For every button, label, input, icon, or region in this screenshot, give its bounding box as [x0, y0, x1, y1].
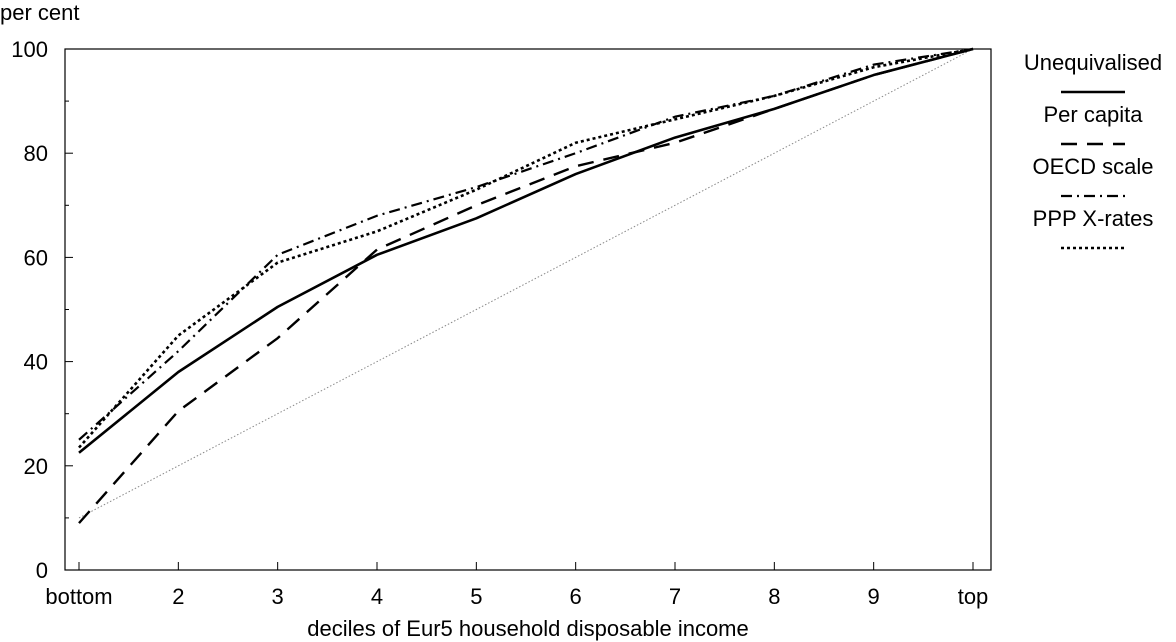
plot-frame	[65, 49, 991, 570]
reference-line	[79, 49, 973, 518]
x-axis-title: deciles of Eur5 household disposable inc…	[307, 616, 749, 641]
series-line-per-capita	[79, 49, 973, 523]
y-tick-label: 20	[24, 454, 48, 479]
legend: Unequivalised Per capita OECD scale PPP X-r…	[1024, 50, 1162, 248]
legend-label: OECD scale	[1032, 154, 1153, 179]
x-tick-label: 8	[768, 584, 780, 609]
x-tick-label: top	[958, 584, 989, 609]
y-tick-label: 40	[24, 350, 48, 375]
series-line-ppp-x-rates	[79, 49, 973, 448]
y-tick-label: 0	[36, 558, 48, 583]
y-axis-title: per cent	[0, 0, 80, 25]
x-tick-label: 7	[669, 584, 681, 609]
legend-label: Unequivalised	[1024, 50, 1162, 75]
x-tick-label: 4	[371, 584, 383, 609]
series-line-unequivalised	[79, 49, 973, 453]
x-tick-label: 3	[272, 584, 284, 609]
x-tick-label: 5	[470, 584, 482, 609]
series-lines	[79, 49, 973, 523]
y-tick-label: 60	[24, 245, 48, 270]
y-axis: 0 20 40 60 80 100	[11, 37, 73, 583]
x-tick-label: 9	[868, 584, 880, 609]
x-tick-label: 6	[570, 584, 582, 609]
x-tick-label: 2	[172, 584, 184, 609]
legend-label: PPP X-rates	[1033, 206, 1154, 231]
y-tick-label: 80	[24, 141, 48, 166]
x-tick-label: bottom	[45, 584, 112, 609]
series-line-oecd-scale	[79, 49, 973, 440]
legend-label: Per capita	[1043, 102, 1143, 127]
y-tick-label: 100	[11, 37, 48, 62]
x-axis: bottom 2 3 4 5 6 7 8 9 top	[45, 562, 988, 609]
